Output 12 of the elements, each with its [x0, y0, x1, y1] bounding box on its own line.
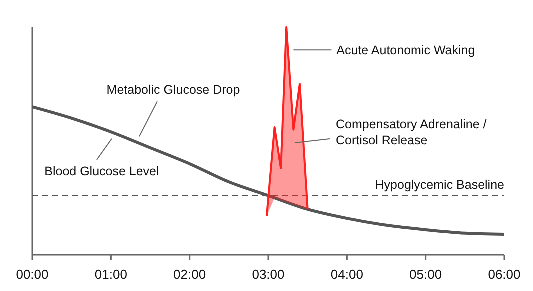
x-tick-label: 00:00 — [16, 267, 49, 282]
x-tick-label: 04:00 — [330, 267, 364, 282]
x-tick-label: 03:00 — [252, 267, 285, 282]
x-tick-label: 01:00 — [94, 267, 128, 282]
ref-line-label: Hypoglycemic Baseline — [375, 178, 505, 192]
annotation: Blood Glucose Level — [44, 164, 160, 178]
annotation: Compensatory Adrenaline / Cortisol Release — [336, 118, 488, 148]
annotation: Acute Autonomic Waking — [336, 44, 476, 58]
x-tick-label: 02:00 — [174, 267, 206, 282]
annotation: Metabolic Glucose Drop — [106, 83, 240, 98]
x-tick-label: 05:00 — [410, 267, 442, 282]
x-tick-label: 06:00 — [488, 267, 521, 282]
